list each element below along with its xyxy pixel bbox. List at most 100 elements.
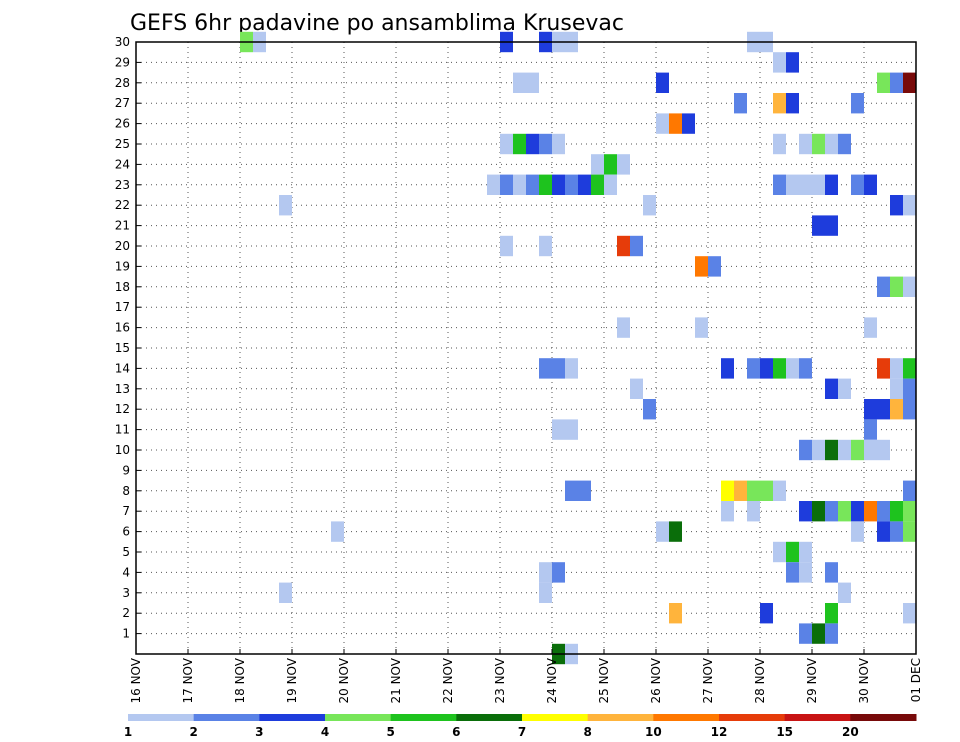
- heatmap-cell: [903, 378, 916, 399]
- y-tick-label: 1: [122, 627, 130, 641]
- heatmap-cell: [890, 501, 903, 522]
- heatmap-cell: [500, 133, 513, 155]
- heatmap-cell: [773, 52, 786, 73]
- y-tick-label: 4: [122, 565, 130, 579]
- x-tick-label: 18 NOV: [233, 657, 247, 703]
- heatmap-cell: [903, 276, 916, 297]
- heatmap-cell: [851, 521, 864, 542]
- heatmap-cell: [760, 358, 773, 379]
- x-tick-label: 16 NOV: [129, 657, 143, 703]
- heatmap-cell: [825, 174, 838, 195]
- heatmap-cell: [799, 133, 812, 155]
- heatmap-cell: [734, 480, 747, 501]
- heatmap-cell: [500, 174, 513, 195]
- x-tick-label: 17 NOV: [181, 657, 195, 703]
- heatmap-cell: [604, 154, 617, 175]
- heatmap-cell: [877, 439, 890, 461]
- heatmap-cell: [630, 235, 643, 257]
- heatmap-cell: [838, 133, 851, 155]
- heatmap-cell: [877, 399, 890, 420]
- legend-swatch: [128, 714, 195, 721]
- heatmap-cell: [721, 480, 734, 501]
- heatmap-cell: [552, 562, 565, 583]
- heatmap-cell: [773, 93, 786, 114]
- y-tick-label: 26: [115, 117, 130, 131]
- heatmap-cell: [669, 113, 682, 134]
- heatmap-cell: [734, 93, 747, 114]
- x-axis-ticks: 16 NOV 17 NOV 18 NOV 19 NOV 20 NOV 21 NOV 22 N…: [129, 649, 923, 704]
- heatmap-cell: [578, 174, 591, 195]
- legend-label: 3: [255, 725, 263, 739]
- x-tick-label: 20 NOV: [337, 657, 351, 703]
- heatmap-cell: [747, 501, 760, 522]
- y-tick-label: 30: [115, 35, 130, 49]
- heatmap-cell: [877, 501, 890, 522]
- heatmap-cell: [552, 419, 565, 440]
- heatmap-cell: [825, 215, 838, 236]
- heatmap-cell: [747, 480, 760, 501]
- heatmap-cell: [331, 521, 344, 542]
- heatmap-cell: [851, 93, 864, 114]
- legend-label: 7: [518, 725, 526, 739]
- heatmap-cell: [812, 215, 825, 236]
- heatmap-cell: [799, 358, 812, 379]
- heatmap-cell: [799, 174, 812, 195]
- heatmap-cell: [877, 521, 890, 542]
- heatmap-cell: [825, 603, 838, 624]
- heatmap-cell: [864, 439, 877, 461]
- heatmap-cell: [864, 317, 877, 338]
- heatmap-cell: [812, 439, 825, 461]
- heatmap-cell: [825, 623, 838, 644]
- legend-label: 10: [645, 725, 662, 739]
- heatmap-cell: [812, 174, 825, 195]
- heatmap-cell: [799, 439, 812, 461]
- heatmap-cell: [279, 582, 292, 603]
- legend-swatch: [784, 714, 851, 721]
- heatmap-cell: [513, 174, 526, 195]
- legend-swatch: [259, 714, 326, 721]
- heatmap-cell: [513, 72, 526, 93]
- heatmap-cell: [786, 52, 799, 73]
- y-tick-label: 7: [122, 504, 130, 518]
- heatmap-cell: [838, 378, 851, 399]
- heatmap-cell: [773, 541, 786, 563]
- y-tick-label: 24: [115, 157, 130, 171]
- heatmap-cell: [552, 358, 565, 379]
- heatmap-cell: [487, 174, 500, 195]
- y-tick-label: 23: [115, 178, 130, 192]
- legend-swatch: [193, 714, 260, 721]
- y-tick-label: 16: [115, 321, 130, 335]
- heatmap-cell: [539, 562, 552, 583]
- heatmap-cell: [721, 501, 734, 522]
- heatmap-cell: [812, 133, 825, 155]
- heatmap-cell: [812, 623, 825, 644]
- heatmap-cell: [838, 582, 851, 603]
- y-tick-label: 12: [115, 402, 130, 416]
- heatmap-cell: [552, 174, 565, 195]
- y-tick-label: 20: [115, 239, 130, 253]
- heatmap-cell: [565, 419, 578, 440]
- heatmap-cell: [539, 582, 552, 603]
- legend-swatch: [719, 714, 786, 721]
- heatmap-cell: [799, 562, 812, 583]
- legend-label: 12: [711, 725, 728, 739]
- heatmap-cell: [747, 358, 760, 379]
- heatmap-cell: [773, 480, 786, 501]
- y-tick-label: 19: [115, 259, 130, 273]
- heatmap-cell: [851, 174, 864, 195]
- x-tick-label: 22 NOV: [441, 657, 455, 703]
- heatmap-cell: [786, 358, 799, 379]
- heatmap-cell: [539, 235, 552, 257]
- heatmap-cell: [721, 358, 734, 379]
- heatmap-cell: [864, 501, 877, 522]
- heatmap-cell: [539, 174, 552, 195]
- heatmap-cell: [526, 72, 539, 93]
- x-tick-label: 01 DEC: [909, 658, 923, 702]
- y-tick-label: 2: [122, 606, 130, 620]
- heatmap-cell: [903, 480, 916, 501]
- heatmap-cell: [890, 276, 903, 297]
- heatmap-cell: [838, 501, 851, 522]
- heatmap-cell: [825, 501, 838, 522]
- heatmap-cell: [903, 501, 916, 522]
